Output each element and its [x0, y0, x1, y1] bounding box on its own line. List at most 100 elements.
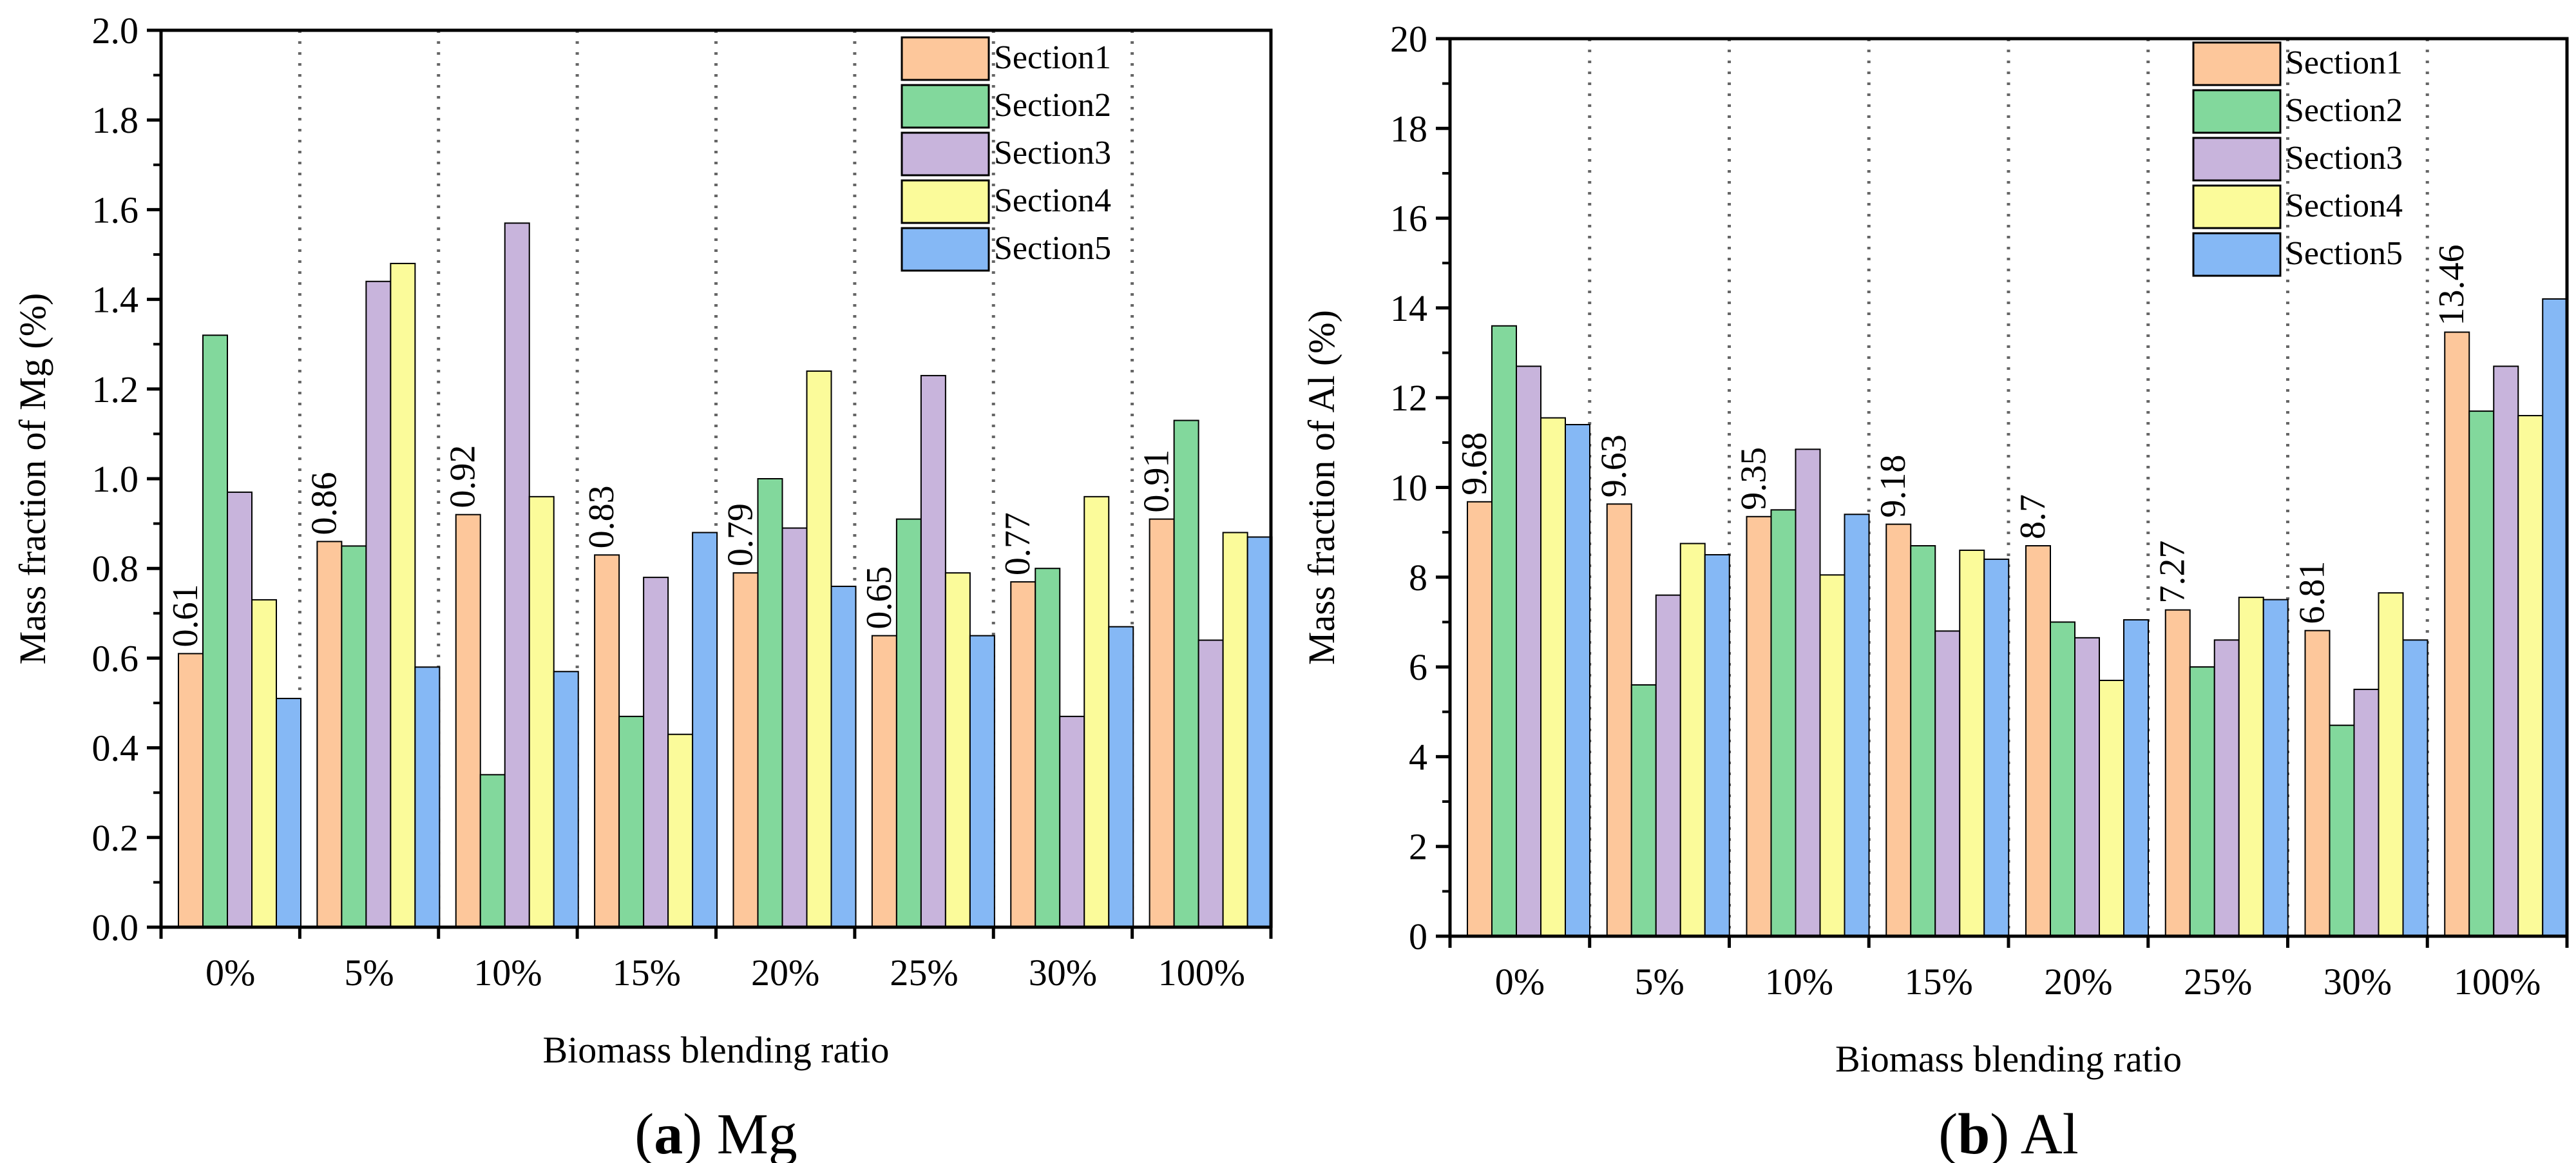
- legend-swatch-section3: [901, 131, 990, 177]
- y-tick-label: 20: [1390, 18, 1427, 60]
- bar-section3-0: [1516, 365, 1541, 937]
- bar-section3-5: [920, 374, 946, 928]
- x-tick-label: 100%: [2454, 961, 2541, 1003]
- bar-section2-6: [1035, 568, 1061, 928]
- data-label: 6.81: [2293, 561, 2333, 624]
- chart-panel-b: 9.68 9.63 9.35 9.18 8.7 7.27 6.81 13.46 0 2 4 6 8 10 1…: [1301, 18, 2569, 1163]
- data-label: 0.79: [721, 503, 761, 566]
- bar-section3-2: [1795, 448, 1821, 937]
- x-tick-label: 25%: [890, 952, 958, 994]
- legend-swatch-section2: [901, 84, 990, 129]
- legend-label: Section4: [2285, 187, 2403, 224]
- bar-section1-6: [1010, 581, 1036, 928]
- bar-section4-6: [1083, 495, 1110, 928]
- data-label: 0.61: [166, 584, 205, 647]
- bar-section5-5: [969, 635, 995, 928]
- legend-swatch-section1: [901, 36, 990, 81]
- x-tick-label: 100%: [1158, 952, 1245, 994]
- x-tick-label: 20%: [2044, 961, 2112, 1003]
- y-tick-label: 1.8: [92, 99, 139, 141]
- bar-section5-4: [2123, 619, 2149, 937]
- data-label: 8.7: [2013, 494, 2053, 539]
- bar-section5-0: [1565, 423, 1590, 937]
- panel-letter: b: [1958, 1102, 1990, 1163]
- x-axis-label: Biomass blending ratio: [542, 1029, 889, 1071]
- bar-section3-2: [504, 222, 530, 928]
- x-tick-label: 25%: [2184, 961, 2252, 1003]
- panel-name: Al: [2021, 1102, 2079, 1163]
- bar-section5-7: [1246, 536, 1273, 928]
- bar-section3-3: [643, 577, 669, 928]
- bar-section4-3: [667, 733, 694, 928]
- x-tick-label: 10%: [473, 952, 542, 994]
- data-label: 0.91: [1137, 450, 1177, 513]
- bar-section5-2: [1844, 514, 1870, 937]
- bar-section5-1: [1704, 553, 1730, 937]
- bar-section3-5: [2213, 639, 2240, 937]
- bar-section5-5: [2262, 599, 2289, 937]
- bar-section3-4: [781, 527, 808, 928]
- panel-caption: (b) Al: [1938, 1102, 2079, 1163]
- bar-section3-0: [227, 491, 253, 928]
- y-tick-label: 0.6: [92, 637, 139, 679]
- data-label: 0.77: [998, 512, 1038, 575]
- y-tick-label: 1.6: [92, 189, 139, 231]
- bar-section5-3: [692, 532, 718, 928]
- legend-swatch-section5: [901, 227, 990, 272]
- x-tick-label: 0%: [1495, 961, 1545, 1003]
- legend-label: Section2: [994, 87, 1111, 124]
- bar-section3-4: [2074, 637, 2100, 937]
- legend-label: Section2: [2285, 92, 2403, 129]
- y-tick-label: 16: [1390, 198, 1427, 240]
- bar-section2-2: [479, 774, 506, 928]
- bar-section3-1: [365, 280, 392, 928]
- bar-section2-2: [1770, 509, 1797, 937]
- bar-section1-2: [1746, 515, 1772, 937]
- bar-section2-3: [618, 715, 645, 928]
- y-tick-label: 14: [1390, 287, 1427, 329]
- legend: Section1 Section2 Section3 Section4 Section5: [2192, 41, 2403, 277]
- bar-section2-0: [1491, 325, 1517, 937]
- bar-section1-0: [178, 653, 204, 928]
- bar-section4-4: [2099, 679, 2124, 937]
- x-tick-label: 15%: [1904, 961, 1972, 1003]
- data-label: 9.68: [1455, 432, 1494, 495]
- bar-section2-1: [1630, 684, 1657, 937]
- bar-section4-4: [806, 370, 832, 928]
- bar-section5-1: [414, 666, 441, 928]
- y-tick-label: 8: [1409, 557, 1427, 599]
- bar-section5-6: [2402, 639, 2428, 937]
- bar-section4-5: [2238, 597, 2264, 937]
- y-axis-label: Mass fraction of Al (%): [1301, 310, 1342, 665]
- bar-section4-3: [1959, 550, 1985, 937]
- data-label: 0.86: [304, 472, 344, 535]
- data-label: 13.46: [2432, 245, 2472, 326]
- bar-section3-6: [2353, 688, 2380, 937]
- chart-panel-a: 0.61 0.86 0.92 0.83 0.79 0.65 0.77 0.91 0.0 0.2 0.…: [12, 10, 1273, 1163]
- y-tick-label: 0: [1409, 916, 1427, 957]
- bar-section1-6: [2304, 630, 2331, 937]
- data-label: 9.35: [1734, 447, 1774, 510]
- bar-section3-1: [1655, 594, 1681, 937]
- bar-section2-4: [757, 478, 783, 928]
- y-tick-label: 18: [1390, 108, 1427, 149]
- x-tick-label: 15%: [613, 952, 681, 994]
- legend-swatch-section5: [2192, 232, 2282, 277]
- bar-section1-1: [1606, 503, 1632, 937]
- legend-label: Section5: [994, 230, 1111, 267]
- data-label: 0.92: [443, 445, 483, 508]
- bar-section5-4: [830, 586, 857, 928]
- bar-section2-7: [1173, 419, 1199, 928]
- legend-swatch-section4: [901, 179, 990, 224]
- bar-section3-6: [1059, 715, 1085, 928]
- y-tick-label: 0.4: [92, 727, 139, 769]
- legend-swatch-section3: [2192, 137, 2282, 182]
- panel-name: Mg: [717, 1102, 797, 1163]
- bar-section2-5: [895, 518, 922, 928]
- bar-section3-3: [1934, 630, 1961, 937]
- bar-section1-2: [455, 514, 481, 928]
- bar-section3-7: [1197, 639, 1224, 928]
- y-tick-label: 4: [1409, 736, 1427, 778]
- data-label: 0.65: [859, 566, 899, 630]
- bar-section4-7: [2517, 415, 2544, 937]
